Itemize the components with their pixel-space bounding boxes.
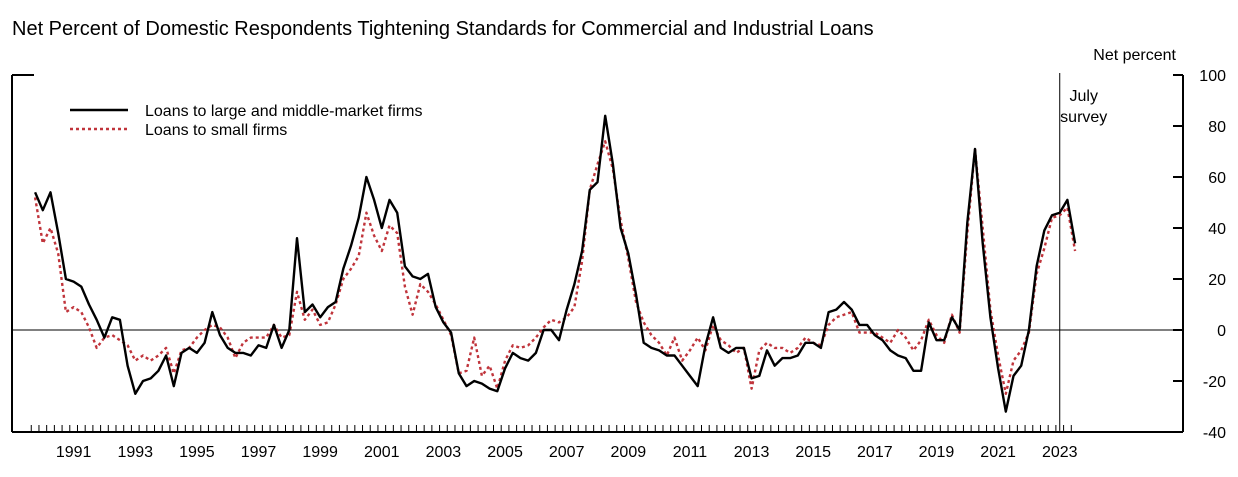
chart-title: Net Percent of Domestic Respondents Tigh… [12,18,874,40]
y-tick-label: 0 [1217,323,1226,340]
x-tick-label: 1991 [56,444,92,461]
x-tick-label: 2023 [1042,444,1078,461]
x-tick-label: 1995 [179,444,215,461]
y-axis: -40 -20 0 20 40 60 80 100 [1173,68,1226,442]
x-tick-label: 2003 [426,444,462,461]
x-tick-label: 2011 [673,444,708,461]
x-tick-label: 1997 [241,444,277,461]
x-tick-label: 2007 [549,444,585,461]
series-lines [33,114,1077,413]
y-tick-label: 80 [1208,119,1226,136]
y-tick-label: 60 [1208,170,1226,187]
series-line-loans-to-small-firms [33,140,1077,395]
y-tick-label: -40 [1203,425,1226,442]
x-tick-label: 2013 [734,444,770,461]
x-axis: 1991 1993 1995 1997 1999 2001 2003 2005 2007 2009… [30,425,1078,461]
july-survey-label: survey [1060,109,1107,126]
july-survey-annotation: July survey [1059,73,1107,432]
x-tick-label: 2015 [795,444,831,461]
x-tick-label: 2021 [980,444,1016,461]
x-tick-label: 2009 [611,444,647,461]
x-tick-label: 2001 [364,444,400,461]
y-axis-title: Net percent [1093,47,1176,64]
x-tick-label: 2005 [487,444,523,461]
y-tick-label: 100 [1199,68,1226,85]
x-tick-label: 2017 [857,444,893,461]
y-tick-label: 20 [1208,272,1226,289]
legend-label-small-firms: Loans to small firms [145,122,287,139]
x-tick-label: 1993 [117,444,153,461]
y-tick-label: 40 [1208,221,1226,238]
x-tick-label: 1999 [302,444,338,461]
legend: Loans to large and middle-market firms L… [70,103,422,139]
july-survey-label: July [1070,88,1098,105]
y-tick-label: -20 [1203,374,1226,391]
series-line-loans-to-large-and-middle-market-firms [33,114,1077,413]
x-tick-label: 2019 [919,444,955,461]
legend-label-large-firms: Loans to large and middle-market firms [145,103,422,120]
